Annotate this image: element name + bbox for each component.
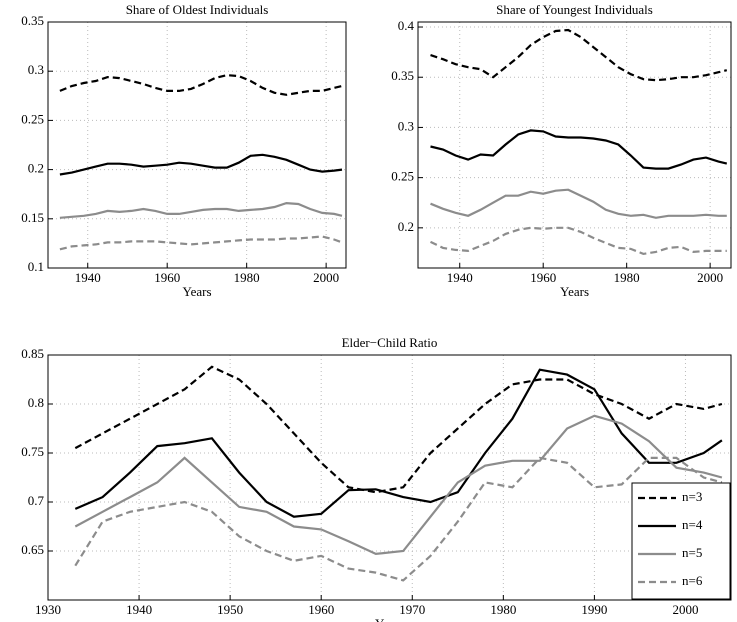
chart-title: Share of Oldest Individuals: [126, 2, 269, 17]
y-tick-label: 0.25: [391, 169, 414, 184]
series-line: [74, 456, 723, 582]
y-tick-label: 0.7: [28, 493, 45, 508]
x-tick-label: 2000: [313, 270, 339, 285]
y-tick-label: 0.4: [398, 18, 415, 33]
series-line: [74, 368, 723, 518]
y-tick-label: 0.65: [21, 542, 44, 557]
y-tick-label: 0.25: [21, 111, 44, 126]
x-axis-label: Years: [182, 284, 211, 299]
x-tick-label: 1940: [75, 270, 101, 285]
series-line: [74, 365, 723, 494]
x-tick-label: 2000: [672, 602, 698, 617]
x-tick-label: 1980: [614, 270, 640, 285]
series-line: [430, 28, 728, 82]
x-tick-label: 1930: [35, 602, 61, 617]
series-line: [74, 414, 723, 556]
y-tick-label: 0.1: [28, 259, 44, 274]
series-line: [59, 235, 343, 251]
legend-label: n=6: [682, 573, 703, 588]
y-tick-label: 0.2: [28, 161, 44, 176]
x-tick-label: 1980: [490, 602, 516, 617]
legend-label: n=5: [682, 545, 702, 560]
y-tick-label: 0.35: [391, 68, 414, 83]
series-line: [59, 153, 343, 176]
y-tick-label: 0.3: [28, 62, 44, 77]
y-tick-label: 0.15: [21, 210, 44, 225]
y-tick-label: 0.85: [21, 346, 44, 361]
series-line: [430, 129, 728, 170]
x-tick-label: 1990: [581, 602, 607, 617]
x-tick-label: 1960: [154, 270, 180, 285]
series-line: [59, 201, 343, 219]
y-tick-label: 0.3: [398, 118, 414, 133]
legend-label: n=4: [682, 517, 703, 532]
series-line: [430, 226, 727, 256]
plot-frame: [417, 21, 732, 269]
x-tick-label: 1970: [399, 602, 425, 617]
plot-frame: [47, 21, 347, 269]
x-axis-label: Years: [560, 284, 589, 299]
y-tick-label: 0.8: [28, 395, 44, 410]
x-tick-label: 2000: [697, 270, 723, 285]
plot-frame: [47, 354, 732, 601]
chart-title: Share of Youngest Individuals: [496, 2, 653, 17]
series-line: [430, 188, 727, 219]
y-tick-label: 0.2: [398, 219, 414, 234]
legend-label: n=3: [682, 489, 702, 504]
x-axis-label: Years: [375, 616, 404, 622]
y-tick-label: 0.35: [21, 13, 44, 28]
x-tick-label: 1940: [126, 602, 152, 617]
chart-title: Elder−Child Ratio: [342, 335, 438, 350]
x-tick-label: 1940: [447, 270, 473, 285]
x-tick-label: 1960: [530, 270, 556, 285]
x-tick-label: 1950: [217, 602, 243, 617]
legend-box: [631, 482, 731, 600]
plot-background: [418, 22, 731, 268]
series-line: [59, 73, 343, 96]
x-tick-label: 1960: [308, 602, 334, 617]
y-tick-label: 0.75: [21, 444, 44, 459]
plot-background: [48, 22, 346, 268]
x-tick-label: 1980: [234, 270, 260, 285]
